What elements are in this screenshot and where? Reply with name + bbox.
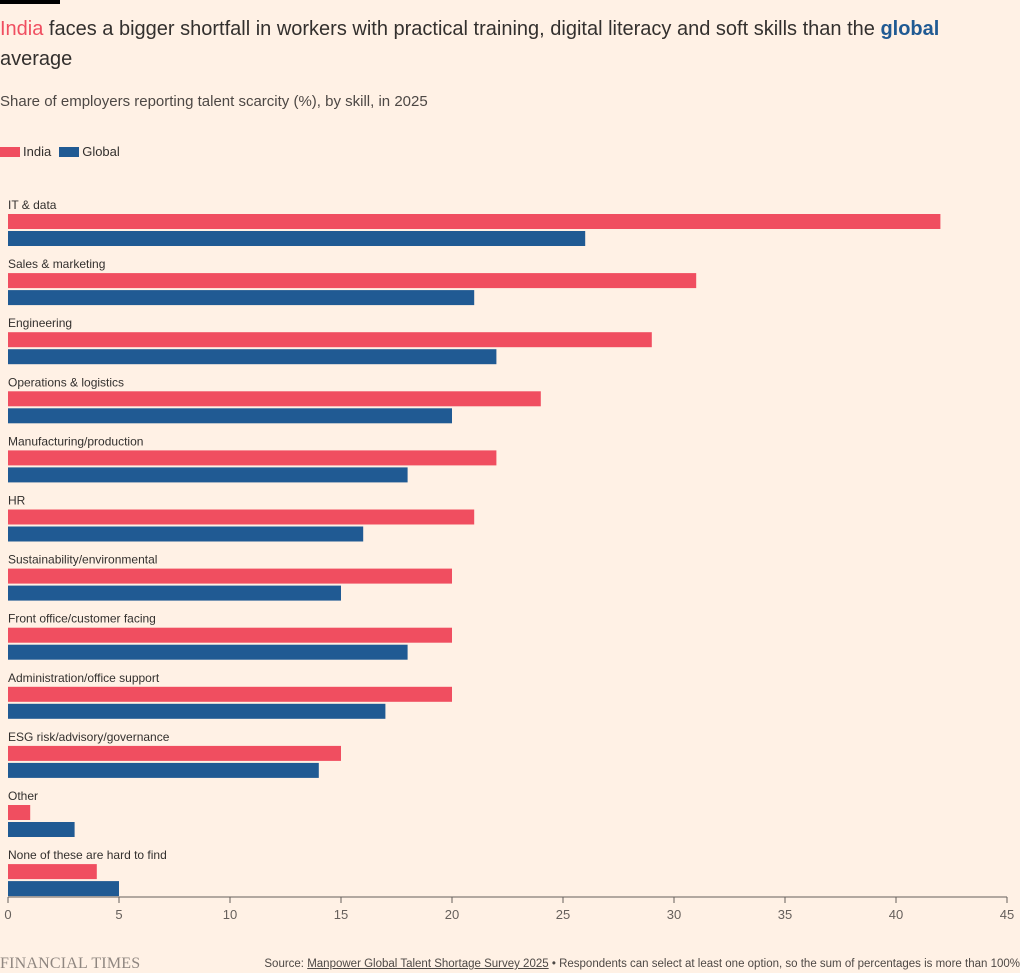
x-tick-label: 30 bbox=[667, 907, 681, 922]
source-footnote: • Respondents can select at least one op… bbox=[548, 958, 1020, 970]
category-label: Sustainability/environmental bbox=[8, 553, 157, 567]
x-tick-label: 35 bbox=[778, 907, 792, 922]
category-label: Other bbox=[8, 789, 38, 803]
bar-global bbox=[8, 881, 119, 897]
bar-india bbox=[8, 686, 452, 702]
bar-global bbox=[8, 290, 475, 306]
legend-item-global: Global bbox=[59, 144, 120, 159]
ft-top-bar bbox=[0, 0, 60, 4]
title-middle: faces a bigger shortfall in workers with… bbox=[43, 18, 881, 40]
x-tick-label: 45 bbox=[1000, 907, 1014, 922]
bar-india bbox=[8, 745, 341, 761]
source-prefix: Source: bbox=[264, 958, 308, 970]
legend-label-india: India bbox=[23, 144, 52, 159]
bar-global bbox=[8, 822, 75, 837]
category-label: Front office/customer facing bbox=[8, 612, 156, 626]
bar-india bbox=[8, 627, 452, 643]
x-tick-label: 20 bbox=[445, 907, 459, 922]
x-tick-label: 25 bbox=[556, 907, 570, 922]
category-label: Operations & logistics bbox=[8, 375, 124, 389]
legend-swatch-india bbox=[0, 146, 20, 157]
title-india-highlight: India bbox=[0, 18, 44, 40]
legend-label-global: Global bbox=[82, 144, 120, 159]
bar-global bbox=[8, 585, 341, 601]
chart-subtitle: Share of employers reporting talent scar… bbox=[0, 93, 428, 110]
x-tick-label: 40 bbox=[889, 907, 903, 922]
bar-global bbox=[8, 349, 497, 365]
category-label: Sales & marketing bbox=[8, 257, 105, 271]
bar-india bbox=[8, 332, 652, 348]
bar-india bbox=[8, 805, 31, 820]
x-tick-label: 0 bbox=[4, 907, 11, 922]
x-tick-label: 10 bbox=[223, 907, 237, 922]
bar-global bbox=[8, 467, 408, 483]
source-note: Source: Manpower Global Talent Shortage … bbox=[264, 958, 1020, 970]
bar-global bbox=[8, 762, 319, 778]
legend-swatch-global bbox=[59, 146, 80, 157]
bar-global bbox=[8, 526, 364, 542]
category-label: HR bbox=[8, 494, 26, 508]
category-label: Engineering bbox=[8, 316, 72, 330]
bar-india bbox=[8, 568, 452, 584]
ft-logo: FINANCIAL TIMES bbox=[0, 955, 141, 972]
category-label: Manufacturing/production bbox=[8, 434, 143, 448]
category-label: IT & data bbox=[8, 198, 57, 212]
bar-india bbox=[8, 214, 941, 229]
source-link[interactable]: Manpower Global Talent Shortage Survey 2… bbox=[307, 958, 549, 970]
legend: India Global bbox=[0, 144, 128, 159]
bar-india bbox=[8, 391, 541, 407]
bar-india bbox=[8, 450, 497, 466]
bar-global bbox=[8, 231, 586, 246]
legend-item-india: India bbox=[0, 144, 51, 159]
chart-title: India faces a bigger shortfall in worker… bbox=[0, 14, 1010, 74]
bar-india bbox=[8, 864, 97, 880]
bar-global bbox=[8, 408, 452, 424]
bar-global bbox=[8, 644, 408, 660]
title-global-highlight: global bbox=[880, 18, 940, 40]
category-label: Administration/office support bbox=[8, 671, 160, 685]
x-tick-label: 15 bbox=[334, 907, 348, 922]
category-label: ESG risk/advisory/governance bbox=[8, 730, 170, 744]
bar-india bbox=[8, 509, 475, 525]
bar-india bbox=[8, 273, 697, 289]
x-tick-label: 5 bbox=[115, 907, 122, 922]
title-end: average bbox=[0, 48, 73, 70]
bar-chart: IT & data Sales & marketing Engineering Ope… bbox=[4, 198, 1014, 922]
bar-global bbox=[8, 703, 386, 719]
category-label: None of these are hard to find bbox=[8, 848, 167, 862]
